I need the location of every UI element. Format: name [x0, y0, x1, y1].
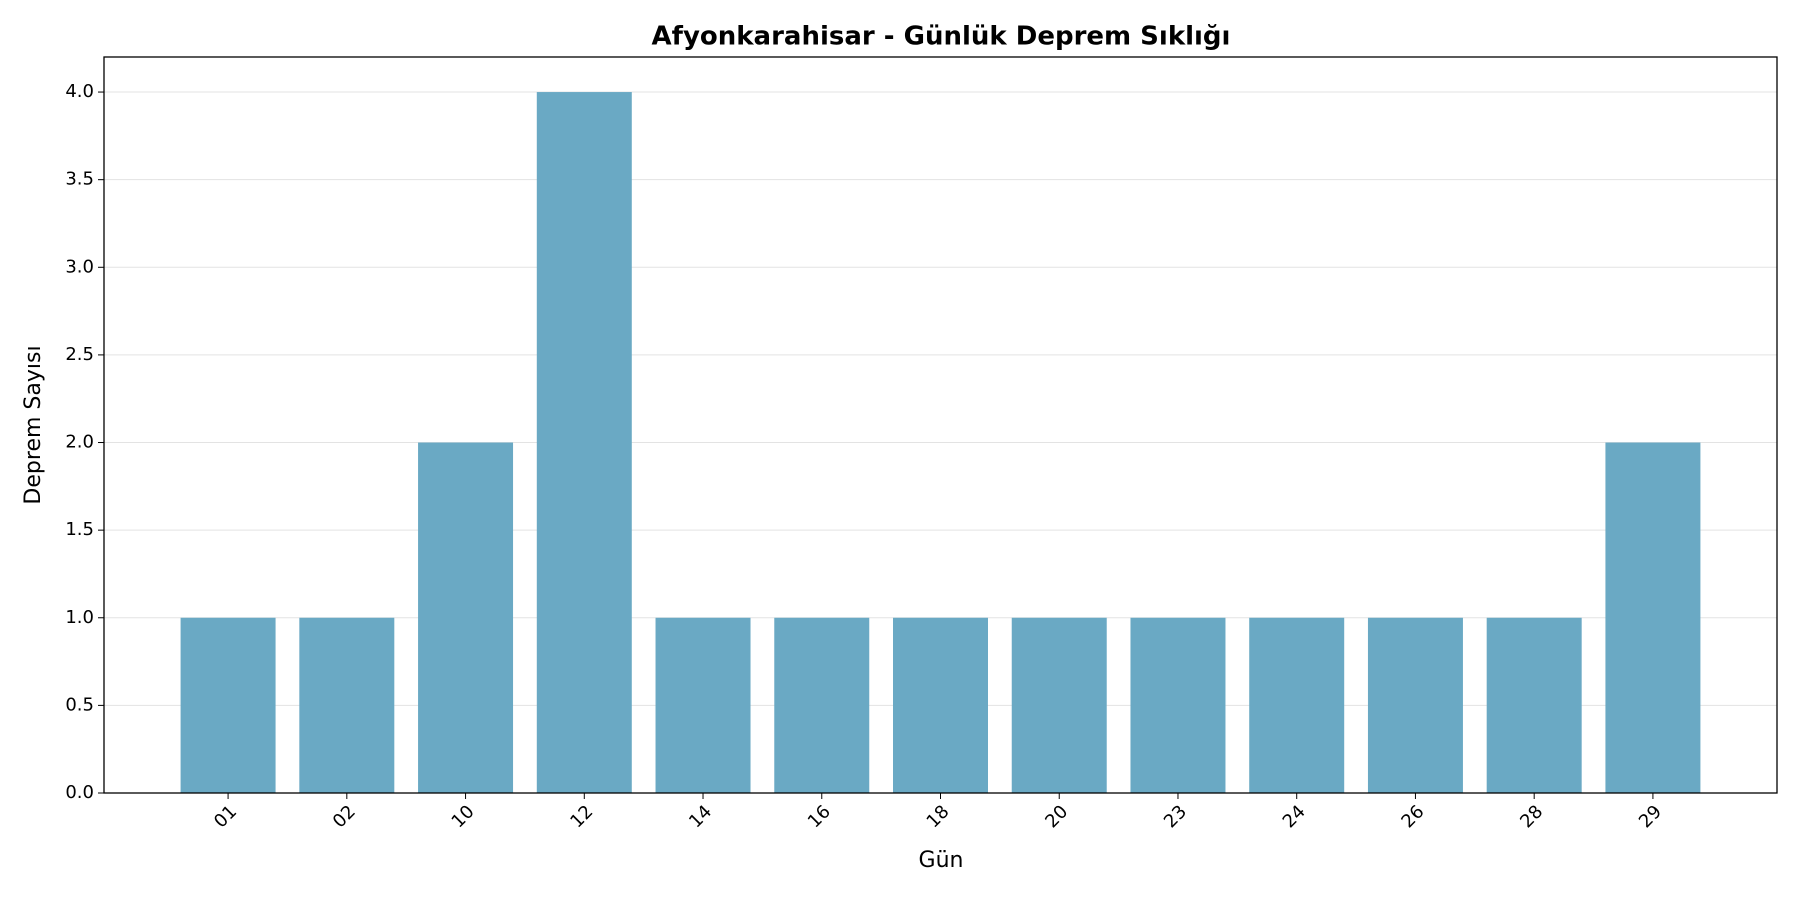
bar: [1605, 442, 1701, 793]
y-axis-label: Deprem Sayısı: [21, 345, 46, 504]
bar: [655, 617, 751, 793]
y-tick-label: 4.0: [65, 81, 94, 102]
y-tick-label: 2.5: [65, 344, 94, 365]
y-tick-label: 1.5: [65, 519, 94, 540]
bar: [180, 617, 276, 793]
bar: [1011, 617, 1107, 793]
chart-title: Afyonkarahisar - Günlük Deprem Sıklığı: [652, 22, 1231, 52]
y-tick-label: 2.0: [65, 432, 94, 453]
y-tick-label: 0.0: [65, 782, 94, 803]
plot-frame: [103, 56, 1778, 794]
bar: [299, 617, 395, 793]
bar: [536, 92, 632, 794]
y-tick-label: 1.0: [65, 607, 94, 628]
y-tick-label: 0.5: [65, 694, 94, 715]
y-tick-label: 3.0: [65, 256, 94, 277]
y-tick-label: 3.5: [65, 169, 94, 190]
x-axis-label: Gün: [919, 848, 964, 873]
bar: [1486, 617, 1582, 793]
bar: [1249, 617, 1345, 793]
bar: [418, 442, 514, 793]
bar: [1367, 617, 1463, 793]
bar: [1130, 617, 1226, 793]
bar: [893, 617, 988, 793]
bar: [774, 617, 870, 793]
